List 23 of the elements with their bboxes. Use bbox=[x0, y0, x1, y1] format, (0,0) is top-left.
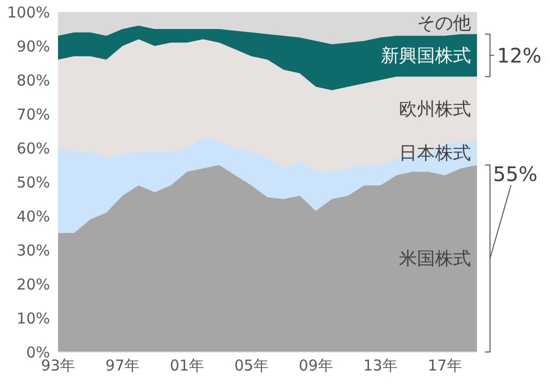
x-tick-label: 97年 bbox=[105, 356, 140, 375]
y-tick-label: 90% bbox=[16, 37, 50, 56]
y-tick-label: 50% bbox=[16, 173, 50, 192]
text: 55% bbox=[493, 162, 538, 186]
y-tick-label: 30% bbox=[16, 241, 50, 260]
y-tick-label: 80% bbox=[16, 71, 50, 90]
series-label: 欧州株式 bbox=[399, 98, 471, 120]
x-tick-label: 17年 bbox=[428, 356, 462, 375]
y-tick-label: 10% bbox=[16, 309, 50, 328]
y-tick-label: 40% bbox=[16, 207, 50, 226]
y-tick-label: 20% bbox=[16, 275, 50, 294]
x-tick-label: 13年 bbox=[363, 356, 398, 375]
x-tick-label: 01年 bbox=[170, 356, 204, 375]
x-tick-label: 93年 bbox=[40, 356, 76, 375]
series-label: 新興国株式 bbox=[381, 45, 471, 66]
y-tick-label: 100% bbox=[7, 3, 50, 22]
text: 12% bbox=[497, 43, 542, 68]
series-label: 日本株式 bbox=[399, 143, 471, 164]
y-tick-label: 70% bbox=[16, 105, 50, 124]
y-tick-label: 60% bbox=[16, 139, 50, 158]
x-tick-label: 09年 bbox=[298, 356, 333, 375]
series-label: その他 bbox=[417, 13, 471, 34]
x-tick-label: 05年 bbox=[234, 356, 268, 375]
